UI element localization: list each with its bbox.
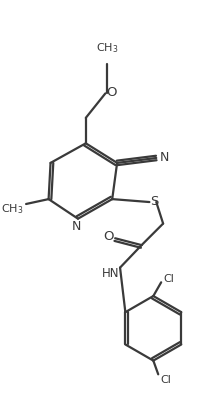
Text: S: S: [150, 194, 158, 207]
Text: HN: HN: [101, 266, 119, 279]
Text: O: O: [106, 86, 117, 99]
Text: CH$_3$: CH$_3$: [96, 41, 118, 55]
Text: N: N: [159, 150, 169, 163]
Text: Cl: Cl: [164, 274, 174, 284]
Text: Cl: Cl: [161, 374, 172, 384]
Text: N: N: [71, 220, 81, 232]
Text: CH$_3$: CH$_3$: [1, 202, 24, 215]
Text: O: O: [103, 229, 114, 242]
